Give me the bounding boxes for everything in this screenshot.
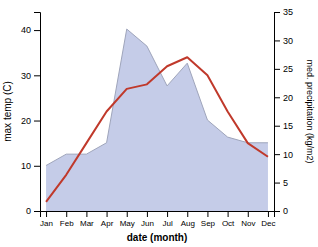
tick-mark [248, 211, 249, 217]
tick-mark [274, 183, 280, 184]
tick-mark [268, 211, 269, 217]
tick-mark [86, 211, 87, 217]
tick-label: Sep [201, 219, 216, 228]
tick-mark [274, 126, 280, 127]
tick: 20 [21, 116, 40, 126]
area-edge [46, 29, 268, 165]
tick-label: Oct [222, 219, 235, 228]
line [46, 57, 268, 202]
tick: Dec [261, 211, 275, 228]
tick: 0 [274, 206, 288, 216]
tick-mark [274, 69, 280, 70]
y-axis-title: max temp (C) [2, 81, 13, 142]
axis-line [34, 13, 41, 212]
tick-mark [46, 211, 47, 217]
tick: 15 [274, 121, 293, 131]
tick: 0 [26, 206, 40, 216]
tick: Jul [162, 211, 172, 228]
tick: Aug [181, 211, 195, 228]
tick-label: 0 [283, 206, 288, 216]
tick-mark [34, 121, 40, 122]
tick-label: Jun [141, 219, 154, 228]
tick-label: 40 [21, 25, 31, 35]
tick: Mar [80, 211, 94, 228]
tick-label: Mar [80, 219, 94, 228]
tick-label: 25 [283, 64, 293, 74]
tick-mark [207, 211, 208, 217]
tick-label: May [120, 219, 135, 228]
tick: 30 [21, 71, 40, 81]
x-axis: Jan Feb Mar Apr May Jun Jul Aug Sep Oct Nov Dec [40, 211, 275, 228]
tick-mark [274, 97, 280, 98]
tick-mark [34, 211, 40, 212]
tick-label: Dec [261, 219, 275, 228]
tick-mark [228, 211, 229, 217]
axis-line [41, 212, 275, 218]
tick-mark [274, 12, 280, 13]
x-axis-title: date (month) [127, 232, 188, 243]
tick: May [120, 211, 135, 228]
tick: Sep [201, 211, 216, 228]
tick-mark [147, 211, 148, 217]
area [46, 29, 268, 211]
axis-line [275, 13, 281, 212]
tick: 20 [274, 93, 293, 103]
tick-label: Jan [40, 219, 53, 228]
y2-axis-title: med. precipitation (kg/m2) [305, 59, 315, 163]
tick: 40 [21, 25, 40, 35]
tick: Jun [141, 211, 154, 228]
tick: 10 [21, 161, 40, 171]
tick-mark [34, 166, 40, 167]
tick: Nov [241, 211, 255, 228]
tick-label: 10 [21, 161, 31, 171]
tick: Jan [40, 211, 53, 228]
tick-label: 15 [283, 121, 293, 131]
tick-mark [187, 211, 188, 217]
tick: 35 [274, 7, 293, 17]
tick-label: 10 [283, 150, 293, 160]
tick-label: 35 [283, 7, 293, 17]
tick-label: Nov [241, 219, 255, 228]
tick: Apr [101, 211, 114, 228]
tick-mark [274, 40, 280, 41]
tick-label: Aug [181, 219, 195, 228]
tick-mark [274, 154, 280, 155]
tick: Oct [222, 211, 235, 228]
tick-mark [167, 211, 168, 217]
y2-axis: 0 5 10 15 20 25 30 35 [274, 7, 293, 216]
tick-mark [34, 75, 40, 76]
tick-label: 5 [283, 178, 288, 188]
tick-label: 0 [26, 206, 31, 216]
tick-label: 30 [21, 71, 31, 81]
tick: 30 [274, 36, 293, 46]
tick-mark [34, 30, 40, 31]
tick-mark [107, 211, 108, 217]
tick-label: Feb [60, 219, 74, 228]
tick-mark [274, 211, 280, 212]
tick: 10 [274, 150, 293, 160]
tick: 5 [274, 178, 288, 188]
y-axis: 0 10 20 30 40 [21, 13, 41, 217]
chart: Jan Feb Mar Apr May Jun Jul Aug Sep Oct Nov Dec 0 10 2… [0, 0, 318, 247]
tick: 25 [274, 64, 293, 74]
tick-label: 30 [283, 36, 293, 46]
plot-marks [46, 29, 268, 211]
tick-label: Apr [101, 219, 114, 228]
tick-label: 20 [283, 93, 293, 103]
tick-label: 20 [21, 116, 31, 126]
tick-mark [66, 211, 67, 217]
tick-mark [127, 211, 128, 217]
tick-label: Jul [162, 219, 172, 228]
tick: Feb [60, 211, 74, 228]
